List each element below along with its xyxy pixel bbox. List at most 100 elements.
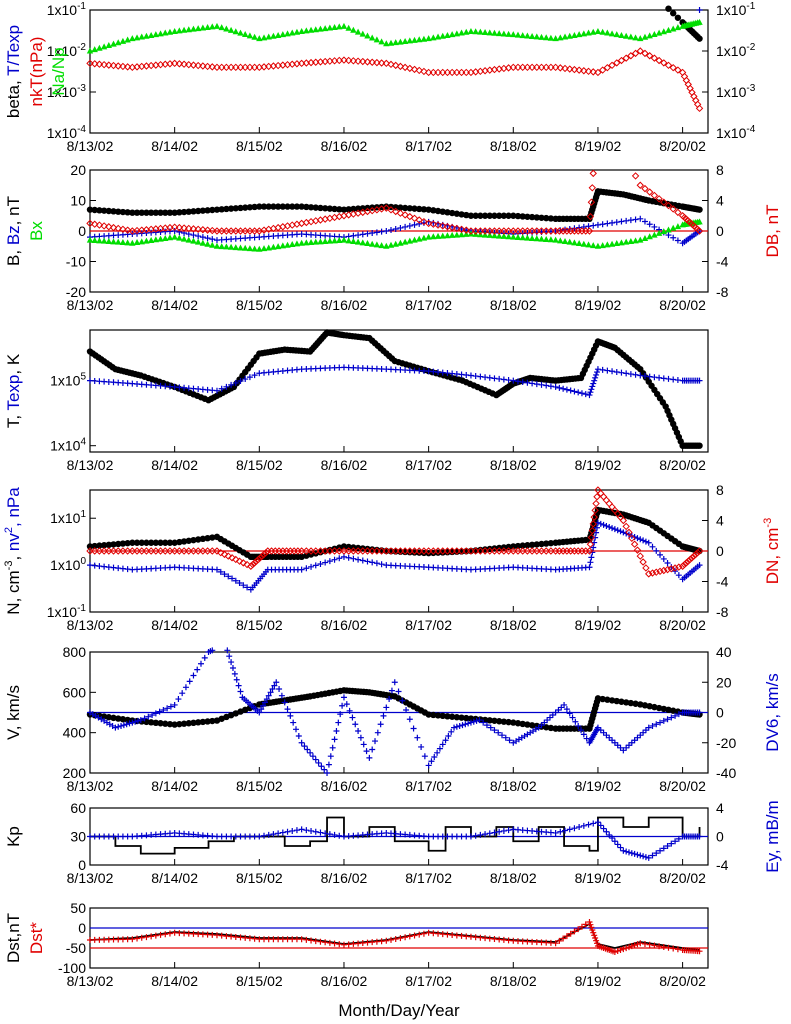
data-point-green [590,242,597,249]
data-point-green [176,27,183,34]
data-point-green [265,244,272,251]
data-point-blue [587,559,594,566]
data-point-blue [293,726,299,733]
data-point-black [91,542,98,550]
data-point-green [176,234,183,241]
data-point-blue [603,828,610,835]
data-point-black [86,543,94,550]
tick-exponent: -1 [77,1,86,12]
data-point-black [401,204,409,212]
data-point-red [392,207,400,216]
data-point-blue [618,369,625,376]
x-tick-label: 8/15/02 [236,617,283,633]
data-point-green [162,29,169,36]
data-point-blue [145,713,152,720]
data-point-blue [312,756,319,763]
y-axis-label-left: B, Bz, nT [4,196,23,266]
data-point-blue [580,822,587,829]
data-point-red [224,552,232,560]
data-point-green [256,35,263,42]
y-tick-label: 30 [70,829,86,845]
data-point-green [96,237,103,244]
data-point-red [645,570,653,578]
data-point-blue [374,729,381,736]
data-point-green [425,35,432,42]
y-axis-label-right-part: Ey, mB/m [763,800,782,872]
data-point-red [90,220,99,228]
data-point-blue [618,218,625,225]
data-point-blue [576,824,583,830]
data-point-blue [120,722,127,729]
data-point-green [289,241,296,248]
data-point-black [401,548,409,556]
data-point-red [660,198,668,206]
data-point-black [604,696,611,703]
data-point-green [378,242,385,249]
data-point-blue [237,377,244,384]
data-point-blue [578,727,585,734]
data-point-black [326,205,334,212]
y-axis-label-left: T, Texp, K [4,353,23,428]
x-tick-label: 8/17/02 [405,617,452,633]
data-point-blue [590,380,597,387]
data-point-green [383,242,390,249]
data-point-red [587,533,596,542]
data-point-green [599,28,606,35]
data-point-green [411,36,418,43]
data-point-green [364,32,371,39]
y-tick-label: 20 [70,162,86,178]
data-point-blue [315,759,322,766]
data-point-blue [572,718,579,725]
data-point-red [180,60,188,68]
y-axis-label-left-2-part: Dst* [27,922,46,955]
data-point-red [331,940,338,947]
data-point-red [646,941,653,948]
data-point-black [514,720,522,727]
data-point-blue [204,235,211,242]
data-point-blue [284,828,291,835]
data-point-blue [339,702,346,709]
data-point-blue [261,832,268,839]
data-point-blue [590,820,597,827]
data-point-black [115,715,122,722]
tick-exponent: -4 [77,124,86,135]
data-point-black [166,539,174,546]
data-point-black [519,720,526,728]
x-tick-label: 8/16/02 [321,870,368,886]
data-point-green [147,31,155,38]
data-point-green [533,33,541,40]
data-point-red [434,221,442,229]
data-point-green [171,27,178,34]
panel-V: 200 400 600 800 -40 -20 0 20 40 8/13/02 8/14/02 8/1… [63,644,737,794]
y-tick-label: 0 [78,920,86,936]
data-point-red [123,63,132,71]
data-point-black [100,207,108,214]
data-point-green [453,231,461,238]
data-point-green [129,35,136,42]
data-point-blue [416,220,423,227]
data-point-green [637,236,644,243]
data-point-blue [141,715,148,722]
data-point-red [363,58,372,66]
data-point-blue [431,754,438,761]
data-point-red [652,568,660,576]
data-point-blue [336,832,343,839]
data-point-black [232,205,239,212]
data-point-black [242,204,249,211]
data-point-red [674,946,681,953]
data-point-black [176,720,183,728]
data-point-red [359,57,367,66]
data-point-black [453,714,461,721]
data-point-black [185,720,192,727]
data-point-black [547,539,555,547]
data-point-black [256,203,263,210]
data-point-red [603,63,612,72]
data-point-green [227,26,235,33]
data-point-blue [179,690,186,697]
panel-Kp: 0 30 60 -4 0 4 8/13/02 8/14/02 8/15/02 8/16/02 8/1… [67,800,729,886]
data-point-red [252,557,261,565]
series-line-black [90,816,701,855]
data-point-red [411,932,418,939]
data-point-blue [465,720,472,727]
data-point-blue [491,829,498,836]
